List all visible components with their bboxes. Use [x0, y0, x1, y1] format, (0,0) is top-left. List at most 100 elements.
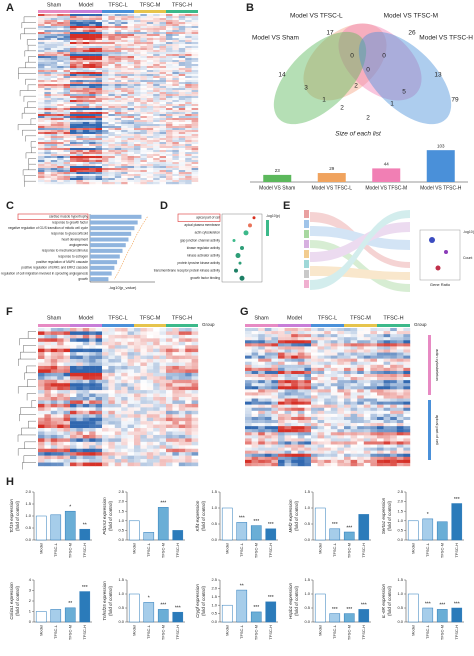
heatmap-cell: [178, 421, 186, 425]
heatmap-cell: [251, 462, 259, 467]
heatmap-cell: [172, 182, 179, 185]
heatmap-cell: [258, 413, 265, 418]
significance: *: [148, 596, 150, 602]
heatmap-cell: [278, 380, 285, 384]
heatmap-cell: [251, 407, 259, 411]
heatmap-cell: [140, 365, 147, 370]
heatmap-cell: [44, 355, 51, 360]
dendro-branch: [22, 462, 36, 470]
significance: ***: [439, 603, 445, 609]
heatmap-cell: [357, 413, 364, 418]
heatmap-cell: [127, 28, 135, 31]
heatmap-cell: [191, 455, 199, 460]
term-label: growth factor binding: [190, 276, 220, 280]
heatmap-cell: [134, 369, 141, 374]
heatmap-cell: [390, 398, 397, 402]
heatmap-cell: [95, 362, 103, 367]
heatmap-cell: [102, 134, 109, 137]
heatmap-cell: [337, 432, 345, 436]
heatmap-cell: [38, 46, 45, 49]
heatmap-cell: [57, 48, 64, 51]
heatmap-cell: [297, 383, 305, 387]
heatmap-cell: [95, 22, 103, 25]
heatmap-cell: [153, 122, 160, 125]
heatmap-cell: [50, 78, 58, 81]
heatmap-cell: [185, 72, 192, 75]
heatmap-cell: [191, 90, 199, 93]
heatmap-cell: [76, 345, 83, 349]
heatmap-cell: [178, 452, 186, 456]
heatmap-cell: [102, 74, 109, 77]
heatmap-cell: [377, 386, 384, 390]
heatmap-cell: [63, 116, 71, 119]
heatmap-cell: [357, 429, 364, 433]
heatmap-cell: [89, 174, 96, 177]
heatmap-cell: [127, 355, 135, 360]
heatmap-cell: [57, 80, 64, 83]
heatmap-cell: [82, 334, 90, 339]
heatmap-cell: [57, 90, 64, 93]
heatmap-cell: [304, 410, 312, 415]
heatmap-cell: [89, 158, 96, 161]
heatmap-cell: [70, 52, 77, 55]
heatmap-cell: [50, 434, 58, 439]
heatmap-cell: [95, 40, 103, 43]
heatmap-cell: [245, 429, 252, 433]
heatmap-cell: [114, 104, 122, 107]
heatmap-cell: [330, 355, 338, 359]
heatmap-cell: [127, 441, 135, 446]
heatmap-cell: [76, 62, 83, 65]
heatmap-cell: [50, 66, 58, 69]
heatmap-cell: [178, 48, 186, 51]
heatmap-cell: [297, 413, 305, 418]
heatmap-cell: [271, 435, 279, 439]
heatmap-cell: [95, 400, 103, 405]
heatmap-cell: [134, 156, 141, 159]
heatmap-cell: [166, 462, 173, 467]
heatmap-cell: [172, 112, 179, 115]
heatmap-cell: [57, 180, 64, 183]
heatmap-cell: [57, 38, 64, 41]
heatmap-cell: [70, 118, 77, 121]
heatmap-cell: [102, 112, 109, 115]
heatmap-cell: [127, 100, 135, 103]
heatmap-cell: [166, 44, 173, 47]
heatmap-cell: [166, 120, 173, 123]
heatmap-cell: [396, 410, 404, 415]
heatmap-cell: [89, 106, 96, 109]
heatmap-cell: [76, 383, 83, 387]
heatmap-cell: [324, 432, 331, 436]
heatmap-cell: [89, 338, 96, 342]
heatmap-cell: [178, 341, 186, 346]
heatmap-cell: [159, 355, 167, 360]
heatmap-cell: [159, 42, 167, 45]
heatmap-cell: [357, 426, 364, 430]
heatmap-cell: [383, 423, 391, 427]
heatmap-cell: [172, 150, 179, 153]
group-bar: [344, 324, 377, 327]
heatmap-cell: [134, 393, 141, 398]
heatmap-cell: [38, 148, 45, 151]
heatmap-cell: [102, 445, 109, 449]
heatmap-cell: [82, 390, 90, 394]
heatmap-cell: [70, 459, 77, 463]
heatmap-cell: [70, 156, 77, 159]
heatmap-cell: [291, 410, 298, 415]
heatmap-cell: [311, 453, 318, 457]
heatmap-cell: [140, 383, 147, 387]
heatmap-cell: [403, 361, 411, 365]
heatmap-cell: [76, 341, 83, 346]
heatmap-cell: [271, 416, 279, 421]
heatmap-cell: [324, 420, 331, 424]
heatmap-cell: [76, 448, 83, 453]
heatmap-cell: [258, 337, 265, 341]
heatmap-cell: [191, 166, 199, 169]
heatmap-cell: [134, 22, 141, 25]
heatmap-cell: [403, 334, 411, 338]
heatmap-cell: [153, 438, 160, 443]
heatmap-cell: [63, 393, 71, 398]
heatmap-cell: [146, 386, 154, 391]
heatmap-cell: [383, 377, 391, 381]
heatmap-cell: [134, 116, 141, 119]
heatmap-cell: [63, 148, 71, 151]
